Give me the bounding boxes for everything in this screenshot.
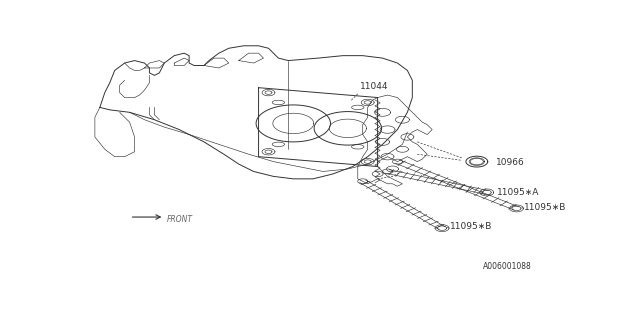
Text: 10966: 10966 [495,157,524,167]
Text: 11095∗A: 11095∗A [497,188,539,197]
Text: 11044: 11044 [360,82,388,92]
Text: FRONT: FRONT [167,215,193,224]
Text: 11095∗B: 11095∗B [449,222,492,231]
Text: A006001088: A006001088 [483,262,531,271]
Text: 11095∗B: 11095∗B [524,203,566,212]
